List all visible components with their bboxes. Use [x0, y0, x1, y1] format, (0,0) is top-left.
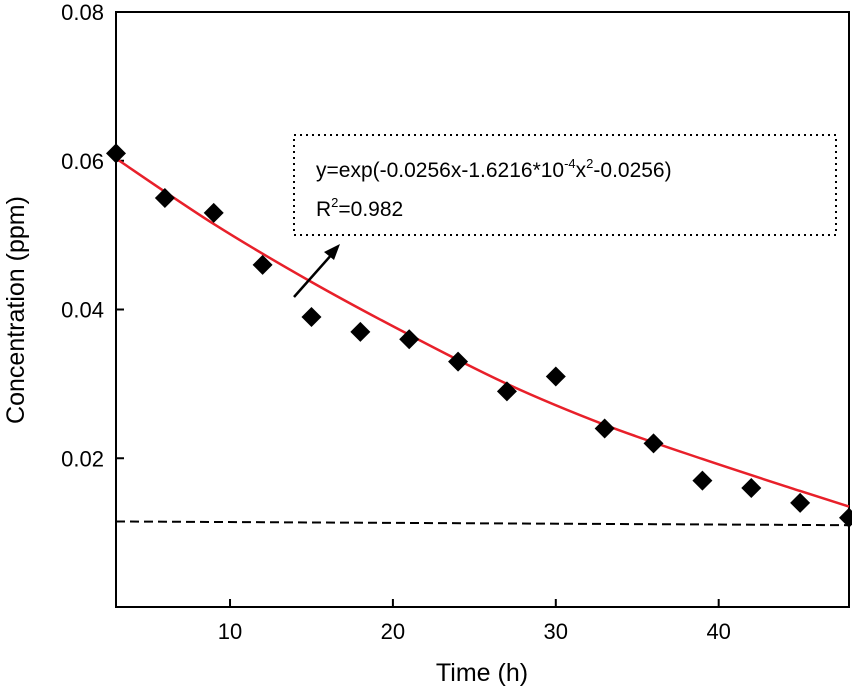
data-point [692, 470, 713, 491]
data-point [643, 433, 664, 454]
reference-line [115, 520, 850, 527]
x-axis-title: Time (h) [436, 659, 528, 687]
x-tick-label: 40 [706, 619, 730, 644]
equation-exponent-1: -4 [564, 156, 576, 171]
annotation-arrow-shaft [293, 252, 334, 298]
y-axis-title: Concentration (ppm) [2, 196, 30, 424]
data-point [545, 366, 566, 387]
r2-prefix: R [316, 198, 331, 221]
data-point [448, 351, 469, 372]
data-points [106, 143, 852, 528]
r2-value: =0.982 [338, 198, 403, 221]
x-tick-label: 20 [381, 619, 405, 644]
fit-curve-line [115, 157, 850, 508]
equation-tail: -0.0256) [593, 159, 671, 182]
data-point [839, 507, 852, 528]
annotation-box [293, 134, 837, 236]
x-tick-label: 30 [544, 619, 568, 644]
y-tick-label: 0.06 [61, 149, 104, 174]
data-point [203, 202, 224, 223]
plot-frame [115, 11, 850, 608]
fit-annotation: y=exp(-0.0256x-1.6216*10-4x2-0.0256) R2=… [293, 134, 837, 298]
y-tick-label: 0.04 [61, 298, 104, 323]
data-point [301, 306, 322, 327]
reference-dashed-line [115, 520, 850, 527]
annotation-arrow-head [324, 244, 340, 260]
data-point [252, 254, 273, 275]
data-point [154, 187, 175, 208]
data-point [790, 492, 811, 513]
data-point [496, 381, 517, 402]
equation-base: y=exp(-0.0256x-1.6216*10 [316, 159, 564, 182]
data-point [741, 478, 762, 498]
y-tick-label: 0.08 [61, 0, 104, 25]
data-point [594, 418, 615, 439]
data-point [350, 321, 371, 342]
fit-curve [115, 157, 850, 508]
r2-exponent: 2 [331, 195, 338, 210]
x-tick-label: 10 [218, 619, 242, 644]
data-point [399, 329, 420, 350]
equation-exponent-2: 2 [586, 156, 593, 171]
data-point [106, 143, 126, 164]
axis-ticks: 10 20 30 40 0.02 0.04 0.06 0.08 [61, 0, 731, 644]
equation-mid: x [576, 159, 587, 182]
y-tick-label: 0.02 [61, 446, 104, 471]
r-squared-label: R2=0.982 [316, 195, 403, 221]
equation-label: y=exp(-0.0256x-1.6216*10-4x2-0.0256) [316, 156, 672, 182]
